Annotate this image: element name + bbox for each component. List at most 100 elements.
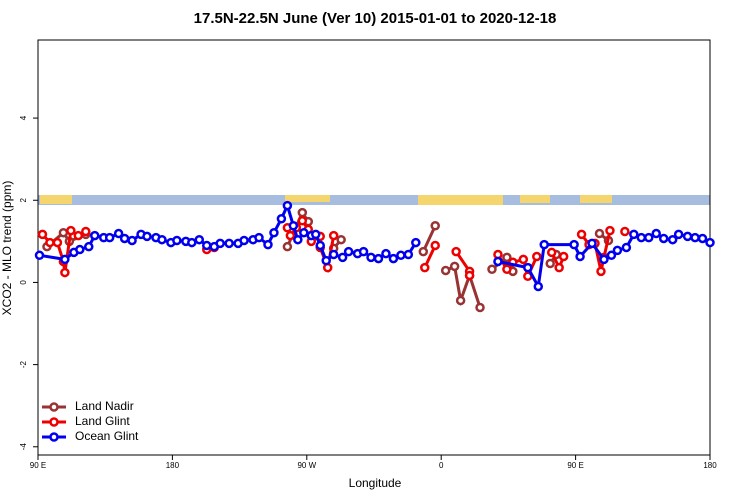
data-point [612, 245, 623, 256]
y-tick-label: 4 [19, 115, 28, 120]
data-point [558, 251, 569, 262]
data-point [60, 254, 70, 265]
data-point [576, 229, 587, 240]
data-point [621, 242, 632, 253]
data-point [172, 235, 182, 246]
data-point [45, 237, 55, 248]
data-point [66, 225, 76, 236]
data-point [89, 230, 100, 241]
x-tick-label: 180 [166, 461, 180, 470]
data-point [343, 246, 354, 257]
y-tick-label: 0 [19, 280, 28, 285]
data-point [396, 250, 406, 261]
y-axis-label: XCO2 - MLO trend (ppm) [0, 181, 14, 316]
data-point [502, 264, 512, 275]
data-point [690, 232, 700, 243]
data-point [157, 234, 167, 245]
data-point [658, 233, 669, 244]
y-tick-label: -4 [19, 443, 28, 451]
data-point [254, 232, 264, 243]
data-point [502, 252, 512, 263]
data-point [440, 265, 451, 276]
data-point [311, 229, 321, 240]
data-point [523, 262, 533, 273]
data-point [594, 228, 605, 239]
data-point [554, 262, 564, 273]
data-point [518, 254, 529, 265]
series-line [421, 225, 437, 253]
data-point [388, 253, 399, 264]
data-point [629, 229, 639, 240]
data-point [546, 247, 557, 258]
data-point [411, 237, 421, 248]
data-point [449, 261, 460, 272]
data-point [293, 234, 303, 245]
data-point [620, 226, 630, 237]
data-point [285, 230, 296, 241]
data-point [451, 246, 461, 257]
legend-label: Land Nadir [75, 399, 134, 413]
legend-marker [49, 432, 59, 442]
data-point [575, 251, 585, 262]
data-point [288, 220, 299, 231]
data-point [127, 235, 137, 246]
x-tick-label: 0 [439, 461, 444, 470]
data-point [263, 239, 273, 250]
data-point [187, 237, 197, 248]
data-point [418, 246, 429, 257]
data-point [673, 229, 684, 240]
surface-strip [38, 195, 710, 205]
data-point [321, 255, 331, 266]
data-point [194, 234, 205, 245]
data-point [533, 281, 544, 292]
data-point [381, 248, 391, 259]
data-point [682, 231, 693, 242]
data-point [34, 250, 45, 261]
data-point [336, 234, 346, 245]
data-point [37, 229, 48, 240]
data-point [599, 254, 609, 265]
x-tick-label: 90 E [30, 461, 46, 470]
x-axis-label: Longitude [349, 476, 402, 490]
x-tick-label: 180 [703, 461, 717, 470]
data-point [299, 227, 309, 238]
y-tick-label: -2 [19, 361, 28, 369]
data-point [58, 227, 69, 238]
data-point [487, 264, 497, 275]
data-point [328, 249, 339, 260]
data-point [455, 295, 466, 306]
data-point [587, 238, 597, 249]
data-point [420, 262, 430, 273]
data-point [113, 228, 124, 239]
data-point [201, 240, 212, 251]
data-point [276, 213, 287, 224]
data-point [403, 249, 414, 260]
data-point [636, 232, 647, 243]
legend-marker [49, 417, 59, 427]
plot-frame [37, 39, 711, 456]
data-point [75, 244, 85, 255]
data-point [430, 240, 440, 251]
data-point [337, 252, 348, 263]
data-point [282, 241, 293, 252]
x-tick-label: 90 E [567, 461, 583, 470]
x-tick-label: 90 W [297, 461, 316, 470]
data-point [705, 237, 715, 248]
data-point [73, 230, 84, 241]
data-point [215, 238, 225, 249]
data-point [464, 270, 475, 281]
legend-marker [49, 402, 59, 412]
data-point [667, 234, 678, 245]
data-point [569, 239, 579, 250]
data-point [539, 239, 549, 250]
data-point [52, 237, 63, 248]
data-point [596, 266, 606, 277]
data-point [315, 240, 325, 251]
data-point [366, 252, 376, 263]
data-point [475, 302, 485, 313]
data-point [430, 220, 440, 231]
data-point [697, 233, 708, 244]
data-point [532, 251, 542, 262]
data-point [545, 258, 555, 269]
